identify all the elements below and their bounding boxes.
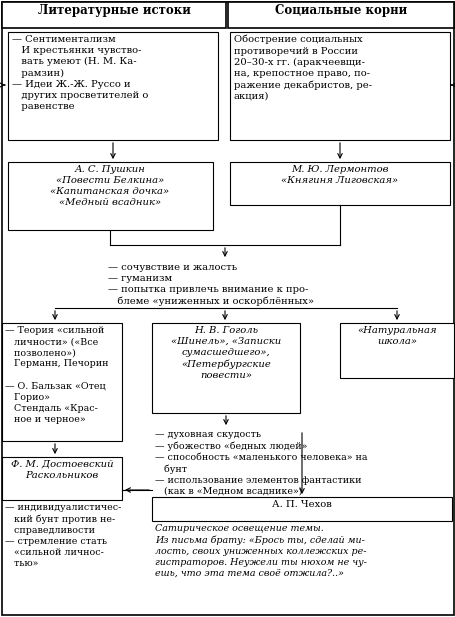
Text: А. С. Пушкин
«Повести Белкина»
«Капитанская дочка»
«Медный всадник»: А. С. Пушкин «Повести Белкина» «Капитанс… — [51, 165, 169, 207]
Bar — [2, 457, 122, 500]
Bar — [8, 162, 212, 230]
Bar — [229, 162, 449, 205]
Text: А. П. Чехов: А. П. Чехов — [272, 500, 331, 509]
Text: «Натуральная
школа»: «Натуральная школа» — [356, 326, 436, 346]
Bar — [8, 32, 217, 140]
Bar — [229, 32, 449, 140]
Text: Сатирическое освещение темы.
Из письма брату: «Брось ты, сделай ми-
лость, своих: Сатирическое освещение темы. Из письма б… — [155, 524, 366, 578]
Bar — [339, 323, 453, 378]
Text: — Сентиментализм
   И крестьянки чувство-
   вать умеют (Н. М. Ка-
   рамзин)
— : — Сентиментализм И крестьянки чувство- в… — [12, 35, 148, 111]
Text: М. Ю. Лермонтов
«Княгиня Лиговская»: М. Ю. Лермонтов «Княгиня Лиговская» — [281, 165, 398, 185]
Text: Ф. М. Достоевский
Раскольников: Ф. М. Достоевский Раскольников — [10, 460, 113, 480]
Bar — [2, 2, 226, 28]
Bar — [152, 323, 299, 413]
Text: Социальные корни: Социальные корни — [274, 4, 406, 17]
Bar — [2, 323, 122, 441]
Text: Обострение социальных
противоречий в России
20–30-х гг. (аракчеевщи-
на, крепост: Обострение социальных противоречий в Рос… — [233, 35, 371, 101]
Bar — [152, 497, 451, 521]
Text: — Теория «сильной
   личности» («Все
   позволено»)
   Германн, Печорин

— О. Ба: — Теория «сильной личности» («Все позвол… — [5, 326, 108, 424]
Text: — сочувствие и жалость
— гуманизм
— попытка привлечь внимание к про-
   блеме «у: — сочувствие и жалость — гуманизм — попы… — [108, 263, 313, 306]
Text: Литературные истоки: Литературные истоки — [37, 4, 190, 17]
Text: — индивидуалистичес-
   кий бунт против не-
   справедливости
— стремление стать: — индивидуалистичес- кий бунт против не-… — [5, 503, 121, 568]
Bar — [228, 2, 453, 28]
Text: Н. В. Гоголь
«Шинель», «Записки
сумасшедшего»,
«Петербургские
повести»: Н. В. Гоголь «Шинель», «Записки сумасшед… — [171, 326, 281, 380]
Text: — духовная скудость
— убожество «бедных людей»
— способность «маленького человек: — духовная скудость — убожество «бедных … — [155, 430, 367, 496]
